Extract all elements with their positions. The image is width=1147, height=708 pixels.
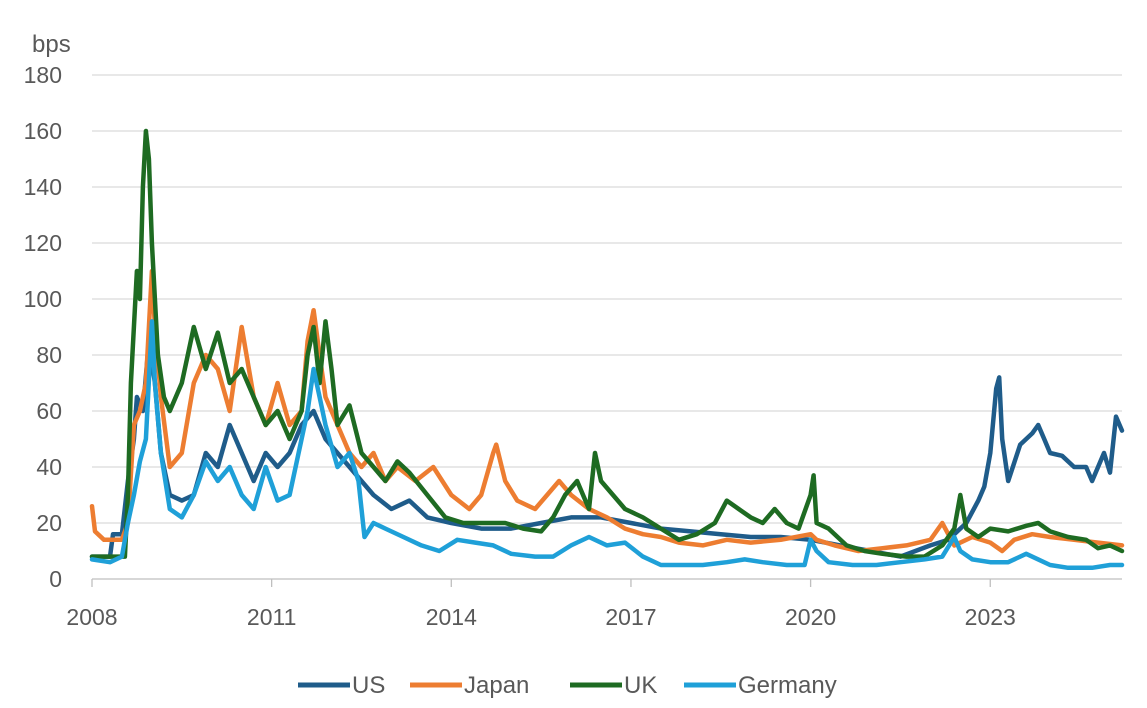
- x-tick-label: 2011: [247, 604, 296, 630]
- legend-label-japan: Japan: [464, 672, 529, 699]
- x-tick-label: 2020: [785, 604, 836, 630]
- x-tick-label: 2017: [605, 604, 656, 630]
- y-tick-label: 40: [36, 454, 62, 480]
- x-axis-ticks: 2008 2011 2014 2017 2020 2023: [66, 579, 1016, 630]
- y-tick-label: 100: [24, 286, 62, 312]
- y-tick-label: 160: [24, 118, 62, 144]
- y-tick-label: 180: [24, 62, 62, 88]
- x-tick-label: 2008: [66, 604, 117, 630]
- series-line-germany: [89, 319, 1125, 571]
- legend-label-germany: Germany: [738, 672, 837, 699]
- legend: US Japan UK Germany: [298, 672, 837, 699]
- y-tick-label: 140: [24, 174, 62, 200]
- legend-label-us: US: [352, 672, 385, 699]
- y-axis-label: bps: [32, 31, 71, 58]
- series-lines: [89, 128, 1125, 571]
- x-tick-label: 2014: [426, 604, 477, 630]
- series-line-japan: [89, 268, 1125, 554]
- y-axis-ticks: 0 20 40 60 80 100 120 140 160 180: [24, 62, 62, 592]
- y-tick-label: 0: [49, 566, 62, 592]
- x-tick-label: 2023: [965, 604, 1016, 630]
- series-line-uk: [89, 128, 1125, 559]
- y-tick-label: 120: [24, 230, 62, 256]
- legend-label-uk: UK: [624, 672, 657, 699]
- y-tick-label: 80: [36, 342, 62, 368]
- y-tick-label: 60: [36, 398, 62, 424]
- series-line-us: [89, 338, 1125, 559]
- y-tick-label: 20: [36, 510, 62, 536]
